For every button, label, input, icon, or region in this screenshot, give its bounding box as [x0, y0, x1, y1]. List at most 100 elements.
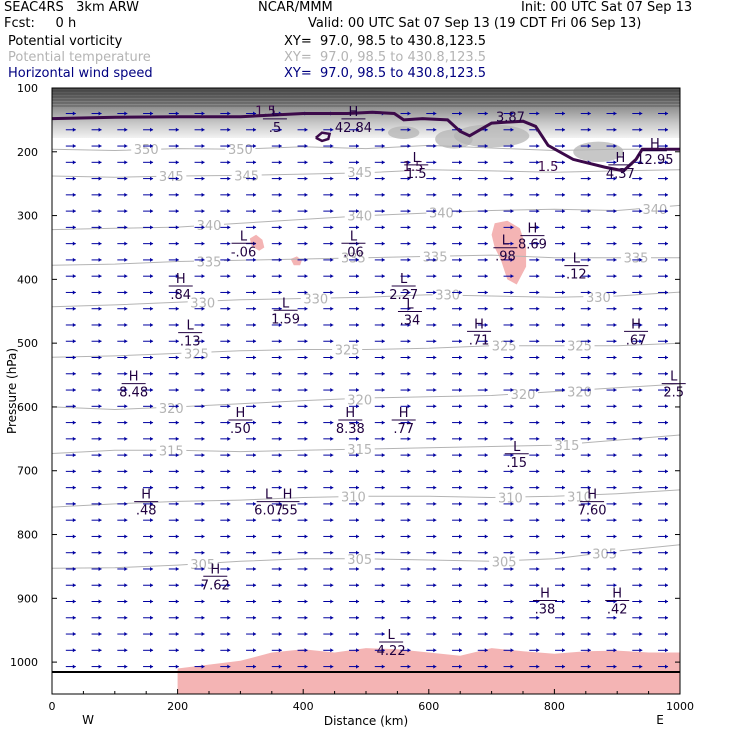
theta-label-bg — [495, 490, 526, 505]
wind-vector-head — [407, 518, 411, 523]
wind-vector-head — [639, 274, 643, 279]
theta-label-bg — [621, 250, 652, 265]
pv-contour-label: 1.5 — [538, 160, 559, 175]
wind-vector-head — [253, 322, 257, 327]
wind-vector-head — [407, 583, 411, 588]
wind-vector-head — [124, 371, 128, 376]
theta-label-bg — [332, 342, 363, 357]
wind-vector-head — [587, 176, 591, 181]
wind-vector-head — [613, 160, 617, 165]
wind-vector-head — [98, 371, 102, 376]
wind-vector-head — [407, 274, 411, 279]
wind-vector-head — [201, 404, 205, 409]
wind-vector-head — [433, 550, 437, 555]
wind-vector-head — [407, 160, 411, 165]
wind-vector-head — [433, 111, 437, 116]
wind-vector-head — [433, 615, 437, 620]
y-tick-label: 1000 — [10, 656, 38, 669]
wind-vector-head — [665, 534, 669, 539]
wind-vector-head — [227, 485, 231, 490]
wind-vector-head — [381, 339, 385, 344]
wind-vector-head — [587, 648, 591, 653]
wind-vector-head — [407, 664, 411, 669]
wind-vector-head — [433, 176, 437, 181]
wind-vector-head — [304, 485, 308, 490]
extremum-marker: L — [400, 272, 408, 287]
wind-vector-head — [484, 322, 488, 327]
wind-vector-head — [304, 388, 308, 393]
wind-vector-head — [124, 355, 128, 360]
wind-vector-head — [124, 257, 128, 262]
wind-vector-head — [613, 209, 617, 214]
wind-vector-head — [150, 111, 154, 116]
extremum-marker: H — [615, 151, 625, 166]
wind-vector-head — [562, 632, 566, 637]
wind-vector-head — [562, 501, 566, 506]
pv-contour-label: 1.5 — [255, 104, 276, 119]
wind-vector-head — [536, 111, 540, 116]
wind-vector-head — [562, 518, 566, 523]
wind-vector-head — [124, 453, 128, 458]
wind-vector-head — [227, 501, 231, 506]
wind-vector-head — [484, 518, 488, 523]
wind-vector-head — [639, 160, 643, 165]
wind-vector-head — [381, 241, 385, 246]
wind-vector-head — [253, 453, 257, 458]
wind-vector-head — [124, 550, 128, 555]
wind-vector-head — [330, 436, 334, 441]
wind-vector-head — [639, 453, 643, 458]
wind-vector-head — [304, 599, 308, 604]
wind-vector-head — [227, 144, 231, 149]
wind-vector-head — [536, 501, 540, 506]
wind-vector-head — [639, 257, 643, 262]
wind-vector-head — [407, 306, 411, 311]
wind-vector-head — [175, 322, 179, 327]
wind-vector-head — [381, 355, 385, 360]
wind-vector-head — [72, 566, 76, 571]
extremum-marker: H — [141, 488, 151, 503]
wind-vector-head — [72, 518, 76, 523]
wind-vector-head — [562, 371, 566, 376]
wind-vector-head — [201, 257, 205, 262]
wind-vector-head — [227, 550, 231, 555]
negative-pv-region — [249, 234, 265, 251]
wind-vector-head — [407, 404, 411, 409]
wind-vector-head — [278, 192, 282, 197]
wind-vector-head — [536, 534, 540, 539]
wind-vector-head — [639, 355, 643, 360]
wind-vector-head — [356, 225, 360, 230]
wind-vector-head — [356, 144, 360, 149]
wind-vector-head — [150, 388, 154, 393]
wind-vector-head — [484, 648, 488, 653]
wind-vector-head — [613, 371, 617, 376]
wind-vector-head — [639, 599, 643, 604]
extremum-marker: L — [670, 370, 678, 385]
wind-vector-head — [510, 404, 514, 409]
wind-vector-head — [72, 632, 76, 637]
wind-vector-head — [175, 209, 179, 214]
wind-vector-head — [459, 225, 463, 230]
wind-vector-head — [356, 209, 360, 214]
wind-vector-head — [72, 176, 76, 181]
wind-vector-head — [381, 583, 385, 588]
wind-vector-head — [433, 518, 437, 523]
wind-vector-head — [201, 322, 205, 327]
wind-vector-head — [201, 111, 205, 116]
wind-vector-head — [150, 160, 154, 165]
wind-vector-head — [562, 469, 566, 474]
wind-vector-head — [459, 144, 463, 149]
wind-vector-head — [665, 501, 669, 506]
wind-vector-head — [484, 144, 488, 149]
wind-vector-head — [613, 615, 617, 620]
wind-vector-head — [407, 225, 411, 230]
wind-vector-head — [433, 371, 437, 376]
wind-vector-head — [175, 257, 179, 262]
wind-vector-head — [304, 371, 308, 376]
theta-label-315: 315 — [555, 439, 580, 454]
wind-vector-head — [278, 648, 282, 653]
wind-vector-head — [484, 534, 488, 539]
wind-vector-head — [304, 632, 308, 637]
wind-vector-head — [253, 225, 257, 230]
theta-label-bg — [564, 489, 595, 504]
wind-vector-head — [253, 436, 257, 441]
